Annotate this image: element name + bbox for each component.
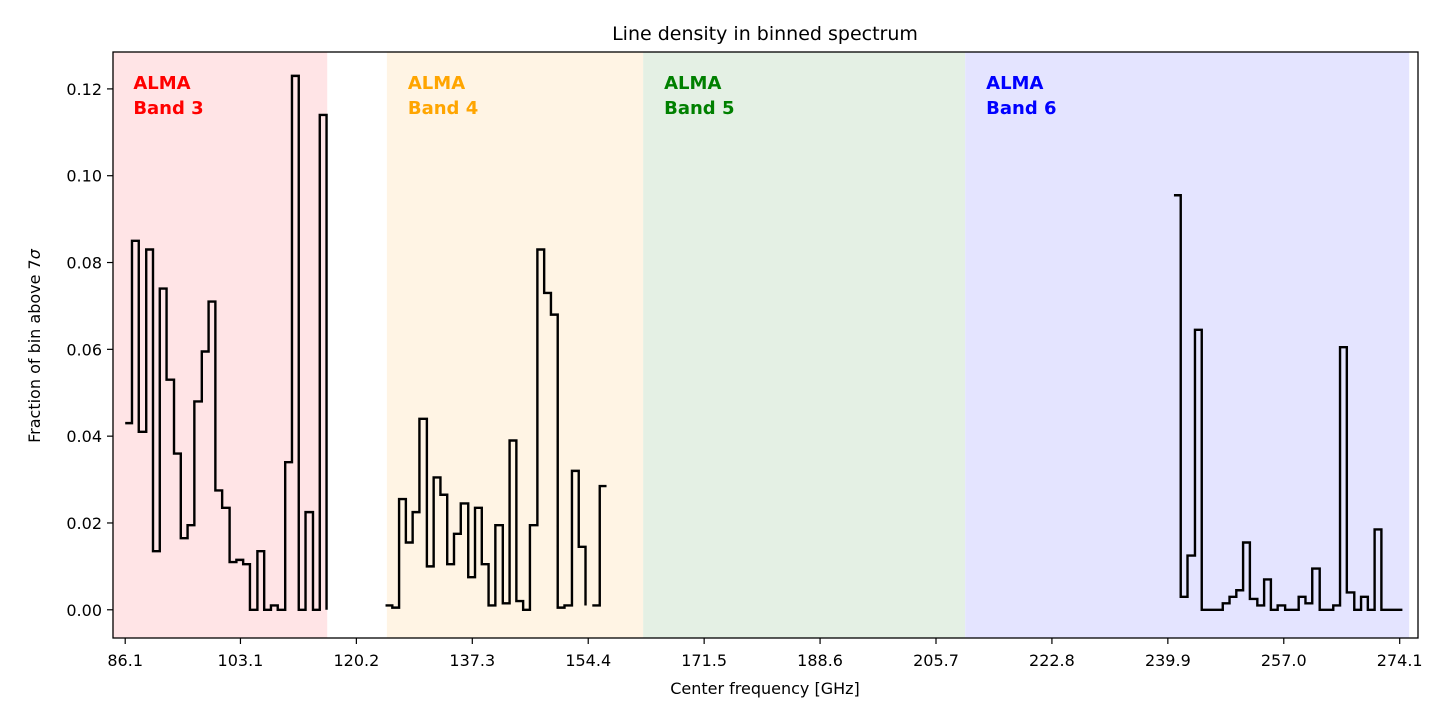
x-tick-label: 103.1 xyxy=(218,651,264,670)
step-line-segment-3 xyxy=(592,484,607,607)
band-region-4 xyxy=(386,52,644,638)
band-region-3 xyxy=(112,52,328,638)
x-tick-label: 188.6 xyxy=(797,651,843,670)
step-line-segment-2 xyxy=(385,248,587,611)
band-labels: ALMA Band 3 ALMA Band 4 ALMA Band 5 ALMA Band 6 xyxy=(133,73,1056,119)
x-axis-label: Center frequency [GHz] xyxy=(670,679,860,698)
step-line-segment-4 xyxy=(1173,194,1403,611)
band-label-line2: Band 3 xyxy=(133,98,203,119)
x-tick-label: 205.7 xyxy=(913,651,959,670)
y-tick-label: 0.04 xyxy=(66,427,102,446)
x-tick-label: 239.9 xyxy=(1145,651,1191,670)
plot-frame xyxy=(112,51,1419,639)
band-regions xyxy=(112,52,1410,638)
y-axis-label-text: Fraction of bin above 7 xyxy=(25,259,44,443)
band-label-line1: ALMA xyxy=(986,73,1043,94)
band-label-line2: Band 6 xyxy=(986,98,1056,119)
x-tick-label: 137.3 xyxy=(449,651,495,670)
x-tick-label: 257.0 xyxy=(1261,651,1307,670)
y-axis-ticks: 0.00 0.02 0.04 0.06 0.08 0.10 0.12 xyxy=(66,80,113,620)
band-label-line1: ALMA xyxy=(664,73,721,94)
x-tick-label: 120.2 xyxy=(333,651,379,670)
band-label-3: ALMA Band 3 xyxy=(133,73,203,119)
chart-title: Line density in binned spectrum xyxy=(612,23,918,45)
band-label-5: ALMA Band 5 xyxy=(664,73,734,119)
band-label-line2: Band 5 xyxy=(664,98,734,119)
band-region-6 xyxy=(965,52,1410,638)
step-line-segment-1 xyxy=(125,74,328,611)
y-tick-label: 0.08 xyxy=(66,254,102,273)
y-axis-label-sigma: σ xyxy=(25,248,44,259)
x-tick-label: 154.4 xyxy=(565,651,611,670)
x-tick-label: 274.1 xyxy=(1377,651,1423,670)
x-tick-label: 222.8 xyxy=(1029,651,1075,670)
band-label-4: ALMA Band 4 xyxy=(408,73,478,119)
band-label-line1: ALMA xyxy=(133,73,190,94)
y-tick-label: 0.06 xyxy=(66,340,102,359)
x-tick-label: 86.1 xyxy=(107,651,143,670)
y-axis-label: Fraction of bin above 7σ xyxy=(25,248,44,443)
y-tick-label: 0.00 xyxy=(66,601,102,620)
band-label-6: ALMA Band 6 xyxy=(986,73,1056,119)
band-label-line2: Band 4 xyxy=(408,98,478,119)
y-tick-label: 0.10 xyxy=(66,167,102,186)
y-tick-label: 0.02 xyxy=(66,514,102,533)
x-axis-ticks: 86.1 103.1 120.2 137.3 154.4 171.5 188.6 205.7 2… xyxy=(107,638,1423,670)
x-tick-label: 171.5 xyxy=(681,651,727,670)
plot-lines xyxy=(125,74,1403,611)
y-tick-label: 0.12 xyxy=(66,80,102,99)
band-region-5 xyxy=(643,52,966,638)
band-label-line1: ALMA xyxy=(408,73,465,94)
